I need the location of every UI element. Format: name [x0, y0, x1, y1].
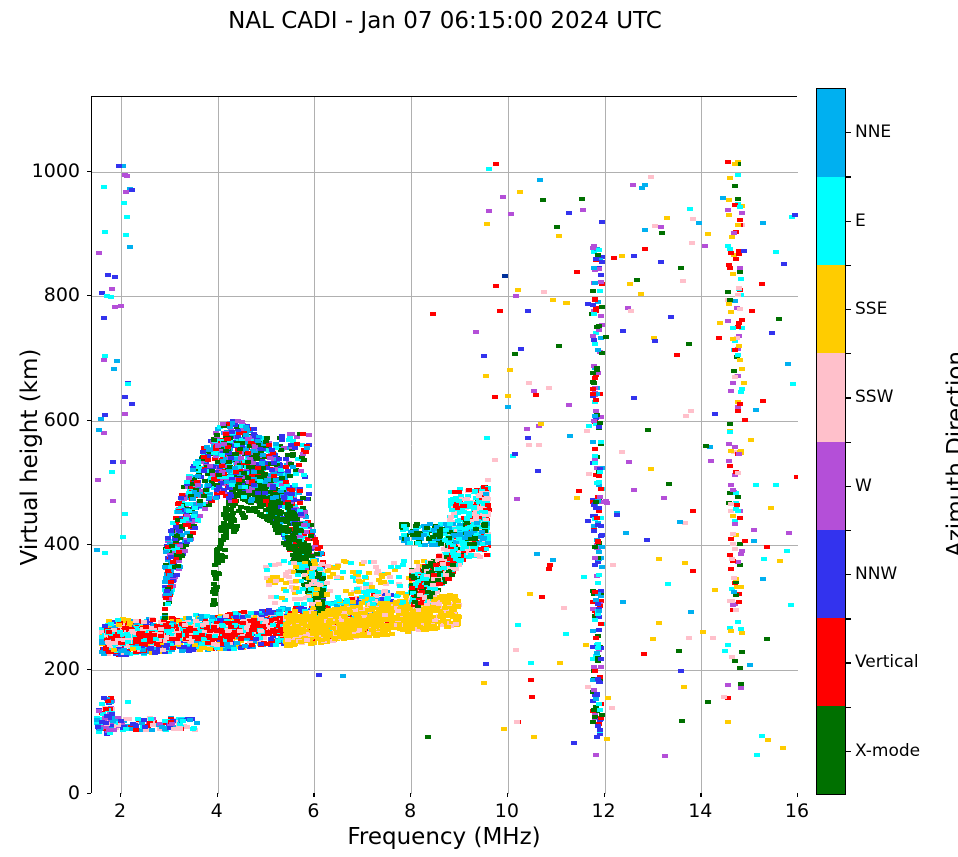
- x-tick-mark: [797, 793, 799, 797]
- colorbar-boundary-tick: [846, 353, 851, 355]
- colorbar-tick: [846, 397, 851, 399]
- y-axis-label: Virtual height (km): [17, 348, 43, 566]
- colorbar-segment-vertical[interactable]: [817, 617, 845, 706]
- y-tick-label: 800: [43, 284, 80, 307]
- x-tick-mark: [216, 793, 219, 797]
- colorbar-tick: [846, 750, 851, 753]
- page-title: NAL CADI - Jan 07 06:15:00 2024 UTC: [228, 8, 662, 34]
- y-tick-mark: [87, 668, 91, 670]
- y-tick-label: 0: [67, 782, 80, 804]
- colorbar-boundary-tick: [846, 441, 851, 443]
- x-tick-label: 6: [307, 800, 320, 822]
- colorbar-label-sse: SSE: [855, 298, 888, 319]
- colorbar-segment-x-mode[interactable]: [817, 705, 845, 794]
- colorbar-boundary-tick: [846, 264, 851, 267]
- colorbar-tick: [846, 132, 851, 134]
- x-tick-mark: [120, 793, 122, 797]
- x-tick-label: 10: [494, 800, 519, 822]
- colorbar-label-nnw: NNW: [855, 564, 898, 585]
- colorbar-title: Azimuth Direction: [943, 351, 958, 557]
- colorbar-tick: [846, 485, 851, 487]
- colorbar-tick: [846, 308, 851, 311]
- plot-axes[interactable]: [91, 96, 798, 794]
- x-tick-mark: [700, 793, 702, 797]
- x-tick-mark: [603, 793, 605, 797]
- colorbar-label-e: E: [855, 210, 866, 231]
- colorbar-label-ssw: SSW: [855, 387, 894, 408]
- colorbar-segment-nne[interactable]: [817, 89, 845, 178]
- colorbar-segment-nnw[interactable]: [817, 529, 845, 618]
- colorbar-label-nne: NNE: [855, 122, 892, 143]
- x-tick-label: 2: [113, 800, 127, 822]
- y-tick-mark: [87, 170, 91, 172]
- x-tick-label: 16: [784, 800, 810, 822]
- colorbar-tick: [846, 662, 851, 664]
- y-tick-label: 1000: [31, 159, 80, 182]
- colorbar-boundary-tick: [846, 706, 851, 708]
- colorbar-segment-e[interactable]: [817, 177, 845, 266]
- colorbar-segment-sse[interactable]: [817, 265, 845, 354]
- x-axis-label: Frequency (MHz): [347, 824, 541, 850]
- y-tick-mark: [87, 295, 91, 297]
- y-tick-label: 200: [43, 657, 80, 680]
- y-tick-label: 600: [43, 408, 80, 431]
- azimuth-colorbar[interactable]: [816, 88, 846, 795]
- colorbar-label-x-mode: X-mode: [855, 740, 921, 761]
- x-tick-mark: [506, 793, 509, 797]
- x-tick-label: 14: [688, 800, 713, 822]
- colorbar-segment-w[interactable]: [817, 441, 845, 530]
- y-tick-label: 400: [43, 533, 80, 556]
- x-tick-label: 4: [210, 800, 223, 822]
- colorbar-label-vertical: Vertical: [855, 652, 919, 673]
- y-tick-mark: [87, 544, 91, 546]
- colorbar-boundary-tick: [846, 618, 851, 620]
- y-tick-mark: [87, 793, 91, 795]
- colorbar-tick: [846, 574, 851, 576]
- x-tick-mark: [313, 793, 315, 797]
- x-tick-label: 12: [591, 800, 616, 822]
- colorbar-tick: [846, 220, 851, 222]
- y-tick-mark: [87, 419, 91, 421]
- x-tick-label: 8: [404, 800, 417, 822]
- x-tick-mark: [410, 793, 412, 797]
- colorbar-boundary-tick: [846, 176, 851, 178]
- colorbar-boundary-tick: [846, 529, 851, 532]
- colorbar-label-w: W: [855, 475, 872, 496]
- ionogram-scatter-canvas[interactable]: [92, 97, 798, 794]
- colorbar-segment-ssw[interactable]: [817, 353, 845, 442]
